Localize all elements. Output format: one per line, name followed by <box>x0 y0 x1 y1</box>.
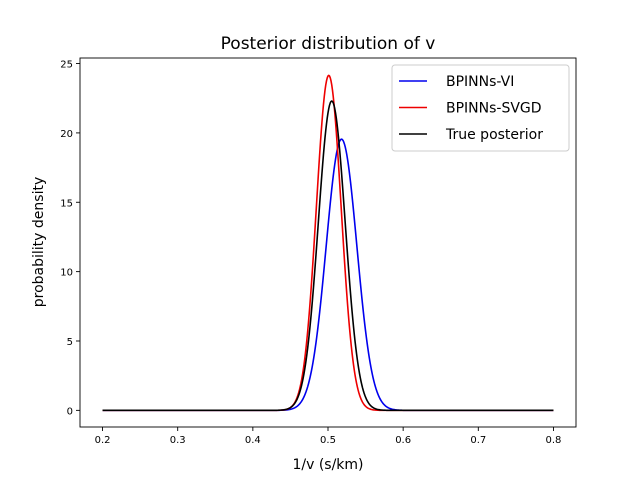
x-axis-label: 1/v (s/km) <box>292 457 363 473</box>
x-tick-label: 0.8 <box>546 435 562 446</box>
plot-area: 0.2 0.3 0.4 0.5 0.6 0.7 0.8 0 5 10 15 20 25 BPINNs-VI… <box>60 57 577 446</box>
series-line-true-posterior <box>102 100 554 412</box>
legend-label: True posterior <box>445 127 543 143</box>
legend-label: BPINNs-SVGD <box>446 101 542 117</box>
chart-title: Posterior distribution of v <box>221 34 436 54</box>
x-tick-label: 0.7 <box>470 435 486 446</box>
y-tick-label: 20 <box>60 129 73 140</box>
x-tick-label: 0.6 <box>395 435 411 446</box>
x-tick-label: 0.2 <box>95 435 111 446</box>
x-tick-label: 0.3 <box>170 435 186 446</box>
y-tick-label: 0 <box>67 406 73 417</box>
y-tick-label: 10 <box>60 268 73 279</box>
y-tick-label: 5 <box>67 337 73 348</box>
y-axis-label: probability density <box>31 177 47 307</box>
x-tick-label: 0.5 <box>320 435 336 446</box>
y-tick-label: 15 <box>60 198 73 209</box>
legend-label: BPINNs-VI <box>446 74 514 90</box>
y-tick-label: 25 <box>60 60 73 71</box>
x-tick-label: 0.4 <box>245 435 261 446</box>
legend-box <box>391 64 570 152</box>
